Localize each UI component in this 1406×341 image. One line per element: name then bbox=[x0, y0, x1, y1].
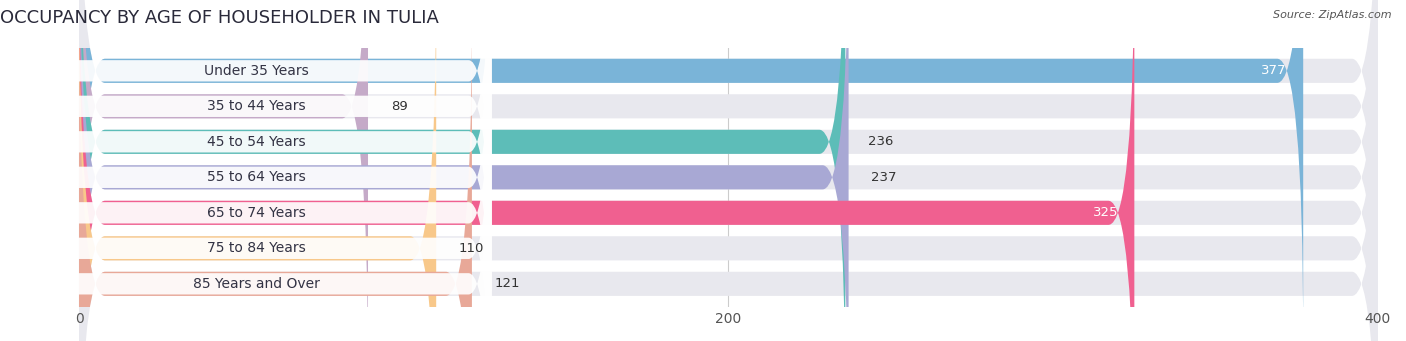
FancyBboxPatch shape bbox=[79, 0, 1378, 341]
FancyBboxPatch shape bbox=[79, 0, 1378, 341]
FancyBboxPatch shape bbox=[21, 0, 492, 341]
FancyBboxPatch shape bbox=[79, 0, 1378, 341]
FancyBboxPatch shape bbox=[21, 0, 492, 309]
Text: 237: 237 bbox=[872, 171, 897, 184]
FancyBboxPatch shape bbox=[21, 11, 492, 341]
FancyBboxPatch shape bbox=[79, 0, 1303, 341]
FancyBboxPatch shape bbox=[79, 0, 1135, 341]
Text: 325: 325 bbox=[1092, 206, 1118, 219]
FancyBboxPatch shape bbox=[21, 46, 492, 341]
FancyBboxPatch shape bbox=[79, 12, 472, 341]
FancyBboxPatch shape bbox=[79, 12, 1378, 341]
Text: Source: ZipAtlas.com: Source: ZipAtlas.com bbox=[1274, 10, 1392, 20]
Text: 55 to 64 Years: 55 to 64 Years bbox=[207, 170, 305, 184]
FancyBboxPatch shape bbox=[79, 0, 368, 341]
Text: 75 to 84 Years: 75 to 84 Years bbox=[207, 241, 305, 255]
Text: 121: 121 bbox=[495, 277, 520, 290]
FancyBboxPatch shape bbox=[21, 0, 492, 341]
Text: 65 to 74 Years: 65 to 74 Years bbox=[207, 206, 305, 220]
FancyBboxPatch shape bbox=[21, 0, 492, 341]
Text: 236: 236 bbox=[868, 135, 893, 148]
FancyBboxPatch shape bbox=[21, 0, 492, 341]
Text: 89: 89 bbox=[391, 100, 408, 113]
FancyBboxPatch shape bbox=[79, 0, 845, 341]
Text: 35 to 44 Years: 35 to 44 Years bbox=[207, 99, 305, 113]
FancyBboxPatch shape bbox=[79, 0, 1378, 341]
FancyBboxPatch shape bbox=[79, 0, 436, 341]
Text: 45 to 54 Years: 45 to 54 Years bbox=[207, 135, 305, 149]
Text: OCCUPANCY BY AGE OF HOUSEHOLDER IN TULIA: OCCUPANCY BY AGE OF HOUSEHOLDER IN TULIA bbox=[0, 9, 439, 27]
FancyBboxPatch shape bbox=[79, 0, 849, 341]
FancyBboxPatch shape bbox=[79, 0, 1378, 341]
Text: Under 35 Years: Under 35 Years bbox=[204, 64, 308, 78]
Text: 377: 377 bbox=[1261, 64, 1286, 77]
Text: 110: 110 bbox=[458, 242, 484, 255]
Text: 85 Years and Over: 85 Years and Over bbox=[193, 277, 319, 291]
FancyBboxPatch shape bbox=[79, 0, 1378, 341]
